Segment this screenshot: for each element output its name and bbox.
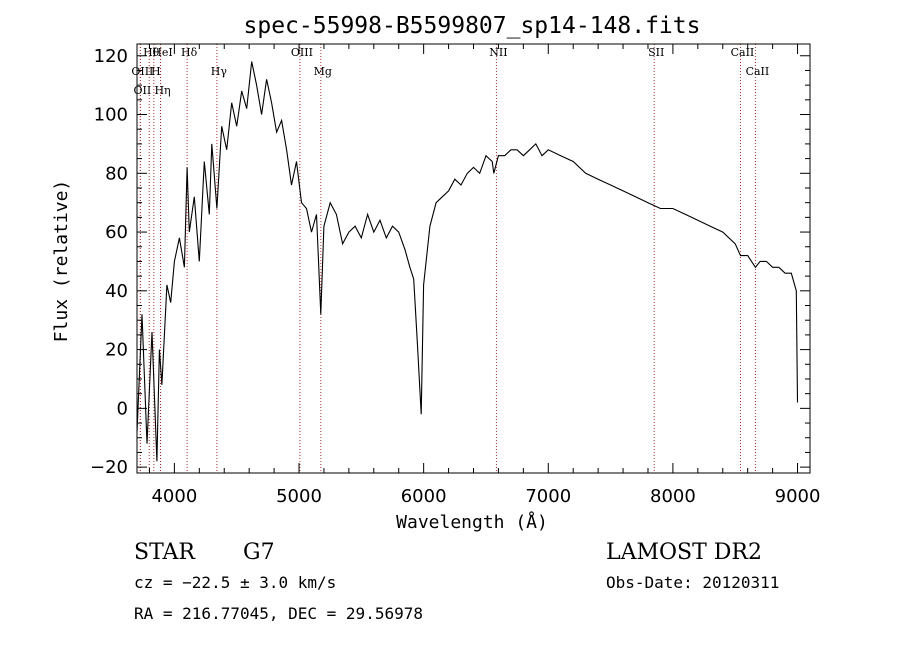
survey-release: LAMOST DR2	[606, 540, 762, 565]
x-tick-label: 9000	[775, 486, 821, 507]
y-tick-label: 80	[105, 163, 128, 184]
x-tick-label: 6000	[401, 486, 447, 507]
observation-date: Obs-Date: 20120311	[606, 573, 779, 592]
spectral-line-label: HeI	[152, 46, 172, 59]
x-tick-label: 8000	[650, 486, 696, 507]
y-tick-label: 0	[117, 398, 128, 419]
chart-title: spec-55998-B5599807_sp14-148.fits	[244, 13, 701, 39]
plot-frame	[136, 43, 811, 474]
y-tick-label: 120	[94, 46, 128, 67]
spectral-line-label: Hγ	[211, 65, 228, 78]
y-tick-label: 20	[105, 340, 128, 361]
x-axis-label: Wavelength (Å)	[396, 511, 548, 533]
x-tick-label: 4000	[151, 486, 197, 507]
x-tick-label: 5000	[276, 486, 322, 507]
spectral-line-label: H	[151, 65, 161, 78]
y-tick-label: −20	[90, 457, 128, 478]
spectral-line-label: Mg	[314, 65, 332, 78]
spectral-line-label: OIII	[291, 46, 313, 59]
spectral-line-label: NII	[489, 46, 507, 59]
spectral-line-label: OII	[134, 84, 152, 97]
object-subclass: G7	[243, 540, 275, 565]
y-tick-label: 100	[94, 105, 128, 126]
spectral-line-label: Hθ	[143, 46, 160, 59]
spectral-line-label: CaII	[731, 46, 755, 59]
object-type: STAR	[134, 540, 196, 565]
spectrum-series-line	[136, 61, 799, 462]
spectral-line-markers	[139, 44, 756, 473]
spectral-line-label: CaII	[746, 65, 770, 78]
spectral-line-label: Hη	[154, 84, 170, 97]
redshift-velocity: cz = −22.5 ± 3.0 km/s	[134, 573, 336, 592]
spectral-line-label: OIII	[131, 65, 153, 78]
y-tick-label: 40	[105, 281, 128, 302]
x-tick-label: 7000	[525, 486, 571, 507]
spectral-line-label: Hδ	[181, 46, 198, 59]
y-tick-label: 60	[105, 222, 128, 243]
axis-ticks: 4000 5000 6000 7000 8000 9000 −20 0 20 40 60 80 100 1…	[90, 44, 820, 507]
y-axis-label: Flux (relative)	[51, 180, 72, 343]
sky-coordinates: RA = 216.77045, DEC = 29.56978	[134, 604, 423, 623]
spectral-line-label: SII	[648, 46, 664, 59]
